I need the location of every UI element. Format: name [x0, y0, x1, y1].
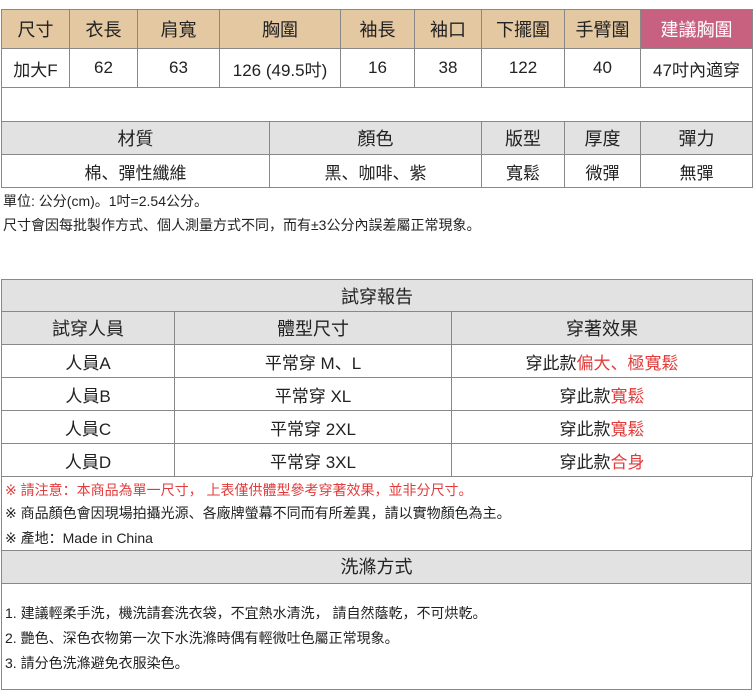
header-cell-suggested-bust: 建議胸圍 [640, 9, 753, 49]
cell: 寬鬆 [481, 154, 565, 188]
effect-prefix: 穿此款 [559, 386, 611, 406]
usual-size: 平常穿 2XL [174, 410, 452, 444]
cell: 126 (49.5吋) [219, 48, 341, 88]
header-cell: 袖長 [340, 9, 415, 49]
effect: 穿此款合身 [450, 443, 754, 477]
tolerance-note: 尺寸會因每批製作方式、個人測量方式不同，而有±3公分內誤差屬正常現象。 [3, 217, 481, 233]
cell: 62 [69, 48, 138, 88]
header-cell: 體型尺寸 [174, 311, 452, 345]
cell: 黑、咖啡、紫 [269, 154, 482, 188]
trial-title: 試穿報告 [0, 279, 754, 312]
fabric-header-row: 材質 顏色 版型 厚度 彈力 [1, 121, 753, 155]
header-cell: 彈力 [640, 121, 753, 155]
usual-size: 平常穿 3XL [174, 443, 452, 477]
usual-size: 平常穿 M、L [174, 344, 452, 378]
color-remark: ※ 商品顏色會因現場拍攝光源、各廠牌螢幕不同而有所差異，請以實物顏色為主。 [5, 505, 511, 521]
trial-header-row: 試穿人員 體型尺寸 穿著效果 [1, 311, 754, 345]
effect-prefix: 穿此款 [559, 452, 611, 472]
wash-item: 3. 請分色洗滌避免衣服染色。 [5, 655, 189, 671]
cell: 無彈 [640, 154, 753, 188]
effect-prefix: 穿此款 [559, 419, 611, 439]
fabric-table: 材質 顏色 版型 厚度 彈力 棉、彈性纖維 黑、咖啡、紫 寬鬆 微彈 無彈 [1, 121, 753, 188]
trial-row: 人員A 平常穿 M、L 穿此款偏大、極寬鬆 [1, 344, 754, 378]
origin-remark: ※ 產地：Made in China [5, 530, 153, 546]
effect-highlight: 偏大、極寬鬆 [576, 353, 679, 373]
effect-prefix: 穿此款 [525, 353, 577, 373]
wash-box: 1. 建議輕柔手洗，機洗請套洗衣袋，不宜熱水清洗， 請自然蔭乾，不可烘乾。 2.… [1, 583, 752, 690]
header-cell: 肩寬 [137, 9, 220, 49]
cell: 40 [564, 48, 641, 88]
spacer-row [1, 87, 753, 122]
effect: 穿此款寬鬆 [450, 377, 754, 411]
cell: 38 [414, 48, 482, 88]
person: 人員A [1, 344, 175, 378]
wash-item: 1. 建議輕柔手洗，機洗請套洗衣袋，不宜熱水清洗， 請自然蔭乾，不可烘乾。 [5, 605, 487, 621]
remarks-box: ※ 請注意：本商品為單一尺寸， 上表僅供體型參考穿著效果，並非分尺寸。 ※ 商品… [1, 476, 752, 551]
header-cell: 厚度 [564, 121, 641, 155]
header-cell: 版型 [481, 121, 565, 155]
header-cell: 顏色 [269, 121, 482, 155]
size-table: 尺寸 衣長 肩寬 胸圍 袖長 袖口 下擺圍 手臂圍 建議胸圍 加大F 62 63… [1, 9, 753, 122]
cell: 47吋內適穿 [640, 48, 753, 88]
header-cell: 試穿人員 [1, 311, 175, 345]
cell: 63 [137, 48, 220, 88]
wash-item: 2. 艷色、深色衣物第一次下水洗滌時偶有輕微吐色屬正常現象。 [5, 630, 399, 646]
trial-row: 人員C 平常穿 2XL 穿此款寬鬆 [1, 410, 754, 444]
wash-title: 洗滌方式 [1, 550, 752, 584]
header-cell: 穿著效果 [450, 311, 754, 345]
unit-note: 單位: 公分(cm)。1吋=2.54公分。 [3, 193, 208, 209]
header-cell: 下擺圍 [481, 9, 565, 49]
person: 人員C [1, 410, 175, 444]
trial-row: 人員B 平常穿 XL 穿此款寬鬆 [1, 377, 754, 411]
trial-row: 人員D 平常穿 3XL 穿此款合身 [1, 443, 754, 477]
effect: 穿此款寬鬆 [450, 410, 754, 444]
effect-highlight: 合身 [610, 452, 645, 472]
header-cell: 胸圍 [219, 9, 341, 49]
cell: 棉、彈性纖維 [1, 154, 270, 188]
effect-highlight: 寬鬆 [610, 386, 645, 406]
effect-highlight: 寬鬆 [610, 419, 645, 439]
header-cell: 衣長 [69, 9, 138, 49]
header-cell: 袖口 [414, 9, 482, 49]
header-cell: 尺寸 [1, 9, 70, 49]
fabric-row: 棉、彈性纖維 黑、咖啡、紫 寬鬆 微彈 無彈 [1, 154, 753, 188]
person: 人員D [1, 443, 175, 477]
cell: 122 [481, 48, 565, 88]
header-cell: 手臂圍 [564, 9, 641, 49]
usual-size: 平常穿 XL [174, 377, 452, 411]
effect: 穿此款偏大、極寬鬆 [450, 344, 754, 378]
size-row: 加大F 62 63 126 (49.5吋) 16 38 122 40 47吋內適… [1, 48, 753, 88]
size-header-row: 尺寸 衣長 肩寬 胸圍 袖長 袖口 下擺圍 手臂圍 建議胸圍 [1, 9, 753, 49]
trial-table: 試穿報告 試穿人員 體型尺寸 穿著效果 人員A 平常穿 M、L 穿此款偏大、極寬鬆 … [0, 279, 754, 477]
person: 人員B [1, 377, 175, 411]
cell: 16 [340, 48, 415, 88]
single-size-warning: ※ 請注意：本商品為單一尺寸， 上表僅供體型參考穿著效果，並非分尺寸。 [5, 482, 473, 498]
cell: 微彈 [564, 154, 641, 188]
cell: 加大F [1, 48, 70, 88]
header-cell: 材質 [1, 121, 270, 155]
empty-cell [1, 87, 753, 122]
